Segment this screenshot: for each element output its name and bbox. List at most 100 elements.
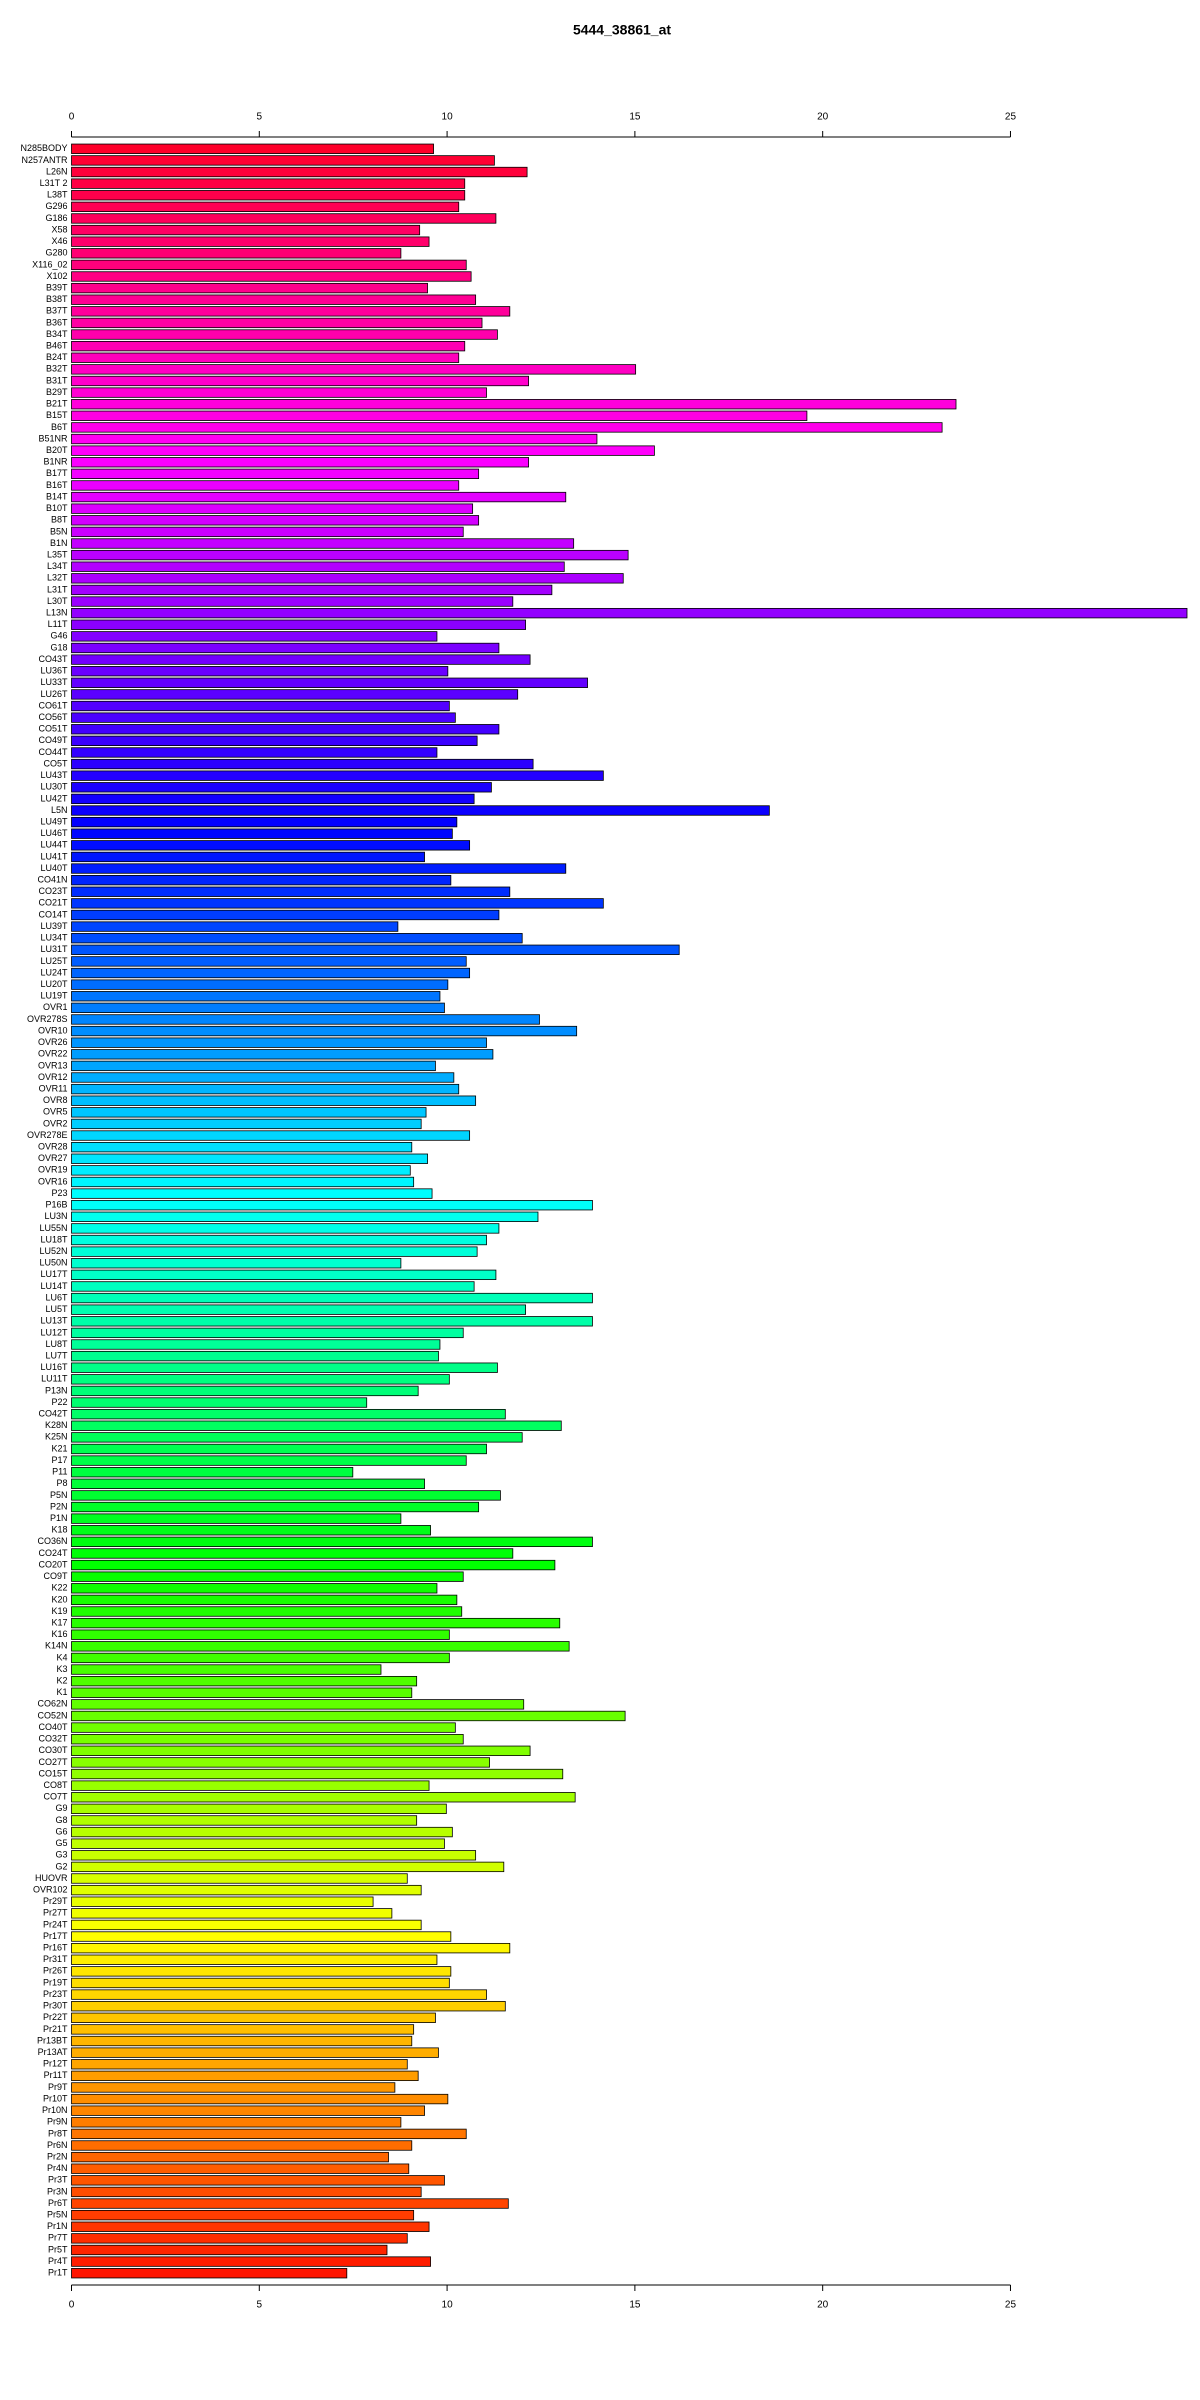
bar bbox=[71, 2105, 425, 2116]
bar bbox=[71, 1072, 455, 1083]
bar bbox=[71, 1467, 354, 1478]
bar bbox=[71, 2001, 506, 2012]
bar bbox=[71, 1211, 539, 1222]
category-label: OVR2 bbox=[43, 1118, 68, 1128]
category-label: G46 bbox=[50, 631, 67, 641]
bar bbox=[71, 619, 526, 630]
bar bbox=[71, 1025, 578, 1037]
category-label: K25N bbox=[45, 1432, 68, 1442]
bar bbox=[71, 874, 452, 886]
bar bbox=[71, 1490, 501, 1501]
category-label: Pr30T bbox=[43, 2001, 68, 2011]
category-label: CO8T bbox=[43, 1780, 68, 1790]
category-label: Pr19T bbox=[43, 1977, 68, 1987]
bar bbox=[71, 816, 458, 828]
category-label: B14T bbox=[46, 491, 68, 501]
category-label: OVR278S bbox=[27, 1014, 68, 1024]
bar bbox=[71, 863, 567, 874]
bar bbox=[71, 1014, 540, 1025]
bar bbox=[71, 654, 531, 665]
category-label: B24T bbox=[46, 352, 68, 362]
category-label: LU8T bbox=[45, 1339, 68, 1349]
bar bbox=[71, 317, 483, 329]
category-label: P23 bbox=[51, 1188, 67, 1198]
bar bbox=[71, 2233, 408, 2244]
category-label: L30T bbox=[47, 596, 68, 606]
bar bbox=[71, 2256, 431, 2267]
category-label: Pr5N bbox=[47, 2210, 68, 2220]
bar bbox=[71, 526, 464, 538]
bar bbox=[71, 1385, 419, 1397]
category-label: LU43T bbox=[40, 770, 68, 780]
category-label: LU41T bbox=[40, 851, 68, 861]
chart-title: 5444_38861_at bbox=[573, 22, 671, 38]
category-label: K1 bbox=[56, 1687, 67, 1697]
bar bbox=[71, 1664, 382, 1675]
bar bbox=[71, 399, 957, 410]
bar bbox=[71, 271, 472, 282]
bar bbox=[71, 1780, 430, 1791]
bar bbox=[71, 1049, 494, 1060]
category-label: B51NR bbox=[38, 433, 68, 443]
category-label: Pr24T bbox=[43, 1919, 68, 1929]
bar bbox=[71, 1687, 413, 1698]
category-label: Pr13AT bbox=[38, 2047, 68, 2057]
category-label: L38T bbox=[47, 190, 68, 200]
bar bbox=[71, 1583, 438, 1594]
bar bbox=[71, 1478, 425, 1489]
category-label: Pr22T bbox=[43, 2012, 68, 2022]
bar bbox=[71, 1397, 368, 1408]
bar bbox=[71, 2035, 413, 2047]
category-label: K20 bbox=[51, 1594, 67, 1604]
bar bbox=[71, 666, 449, 677]
bar bbox=[71, 538, 575, 549]
x-tick-label: 15 bbox=[629, 112, 641, 123]
category-label: CO24T bbox=[38, 1548, 68, 1558]
bar bbox=[71, 1130, 471, 1141]
bar bbox=[71, 1850, 477, 1861]
bar bbox=[71, 1443, 487, 1455]
category-label: Pr4T bbox=[48, 2256, 68, 2266]
category-label: Pr23T bbox=[43, 1989, 68, 1999]
category-label: LU20T bbox=[40, 979, 68, 989]
bar bbox=[71, 1258, 402, 1269]
category-label: L26N bbox=[46, 166, 68, 176]
bar bbox=[71, 213, 497, 224]
category-label: B15T bbox=[46, 410, 68, 420]
bar bbox=[71, 758, 534, 770]
bar bbox=[71, 1188, 433, 1199]
bar bbox=[71, 1908, 393, 1919]
bar bbox=[71, 364, 637, 375]
bar bbox=[71, 1304, 526, 1315]
category-label: LU30T bbox=[40, 782, 68, 792]
bar bbox=[71, 2024, 415, 2035]
category-label: OVR1 bbox=[43, 1002, 68, 1012]
bar bbox=[71, 1641, 570, 1652]
category-label: LU52N bbox=[39, 1246, 67, 1256]
category-label: LU33T bbox=[40, 677, 68, 687]
bar bbox=[71, 352, 460, 363]
bar bbox=[71, 387, 487, 398]
bar bbox=[71, 1002, 445, 1014]
bar bbox=[71, 2059, 408, 2070]
bar bbox=[71, 282, 428, 294]
bar bbox=[71, 1594, 458, 1606]
bar bbox=[71, 503, 474, 514]
bar bbox=[71, 933, 523, 944]
bar bbox=[71, 457, 529, 468]
category-label: LU44T bbox=[40, 840, 68, 850]
bar bbox=[71, 480, 460, 491]
category-label: B17T bbox=[46, 468, 68, 478]
bar bbox=[71, 805, 770, 816]
category-label: K3 bbox=[56, 1664, 67, 1674]
category-label: CO49T bbox=[38, 735, 68, 745]
category-label: K19 bbox=[51, 1606, 67, 1616]
category-label: LU3N bbox=[44, 1211, 67, 1221]
category-label: OVR12 bbox=[38, 1072, 68, 1082]
category-label: Pr1T bbox=[48, 2268, 68, 2278]
category-label: OVR278E bbox=[27, 1130, 68, 1140]
x-tick-label: 20 bbox=[817, 2300, 829, 2311]
category-label: Pr1N bbox=[47, 2221, 68, 2231]
category-label: LU19T bbox=[40, 991, 68, 1001]
bar bbox=[71, 1571, 464, 1582]
